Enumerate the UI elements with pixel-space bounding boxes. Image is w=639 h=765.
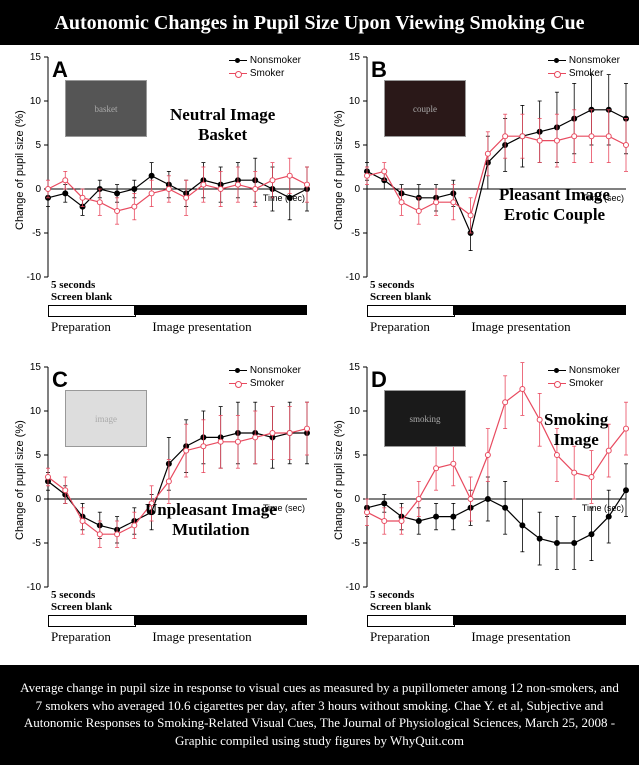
panel-label: Neutral ImageBasket xyxy=(170,105,275,144)
svg-text:5: 5 xyxy=(35,140,41,151)
svg-text:0: 0 xyxy=(35,184,41,195)
panel-b: -10 -5 0 5 10 15 coupleB Pleasant ImageErotic C… xyxy=(319,45,638,355)
legend-nonsmoker: Nonsmoker xyxy=(548,55,620,66)
panel-label: SmokingImage xyxy=(544,410,608,449)
thumbnail-image: image xyxy=(65,390,147,447)
timeline-prep-caption: Preparation xyxy=(370,629,430,645)
thumbnail-image: basket xyxy=(65,80,147,137)
timeline-blank-label: 5 secondsScreen blank xyxy=(51,589,112,613)
timeline-pres-bar xyxy=(134,615,307,625)
panel-letter: A xyxy=(52,57,68,83)
y-axis-label: Change of pupil size (%) xyxy=(14,110,26,230)
svg-text:-5: -5 xyxy=(351,538,360,549)
x-axis-label: Time (sec) xyxy=(582,193,624,203)
svg-text:-5: -5 xyxy=(32,228,41,239)
main-title: Autonomic Changes in Pupil Size Upon Vie… xyxy=(0,0,639,45)
timeline-prep-bar xyxy=(367,305,455,317)
svg-text:10: 10 xyxy=(349,96,361,107)
legend: Nonsmoker Smoker xyxy=(229,365,301,391)
y-axis-label: Change of pupil size (%) xyxy=(14,420,26,540)
svg-text:10: 10 xyxy=(349,406,361,417)
legend: Nonsmoker Smoker xyxy=(229,55,301,81)
legend-smoker: Smoker xyxy=(548,378,620,389)
svg-text:0: 0 xyxy=(354,184,360,195)
panel-label: Unpleasant ImageMutilation xyxy=(145,500,277,539)
svg-text:-10: -10 xyxy=(27,272,42,283)
svg-text:-10: -10 xyxy=(346,272,361,283)
timeline-prep-caption: Preparation xyxy=(51,319,111,335)
svg-text:5: 5 xyxy=(35,450,41,461)
svg-text:15: 15 xyxy=(349,52,361,63)
panel-letter: B xyxy=(371,57,387,83)
y-axis-label: Change of pupil size (%) xyxy=(333,110,345,230)
svg-text:15: 15 xyxy=(349,362,361,373)
svg-text:-5: -5 xyxy=(32,538,41,549)
svg-text:15: 15 xyxy=(30,52,42,63)
timeline-prep-caption: Preparation xyxy=(370,319,430,335)
thumbnail-image: smoking xyxy=(384,390,466,447)
svg-text:0: 0 xyxy=(35,494,41,505)
timeline-prep-caption: Preparation xyxy=(51,629,111,645)
caption-text: Average change in pupil size in response… xyxy=(0,665,639,765)
legend-nonsmoker: Nonsmoker xyxy=(229,365,301,376)
svg-text:10: 10 xyxy=(30,406,42,417)
timeline-pres-bar xyxy=(453,305,626,315)
y-axis-label: Change of pupil size (%) xyxy=(333,420,345,540)
timeline-prep-bar xyxy=(48,615,136,627)
timeline-prep-bar xyxy=(48,305,136,317)
panel-d: -10 -5 0 5 10 15 smokingD SmokingImage Nonsmoker… xyxy=(319,355,638,665)
timeline-prep-bar xyxy=(367,615,455,627)
panel-label: Pleasant ImageErotic Couple xyxy=(499,185,610,224)
timeline-pres-bar xyxy=(453,615,626,625)
svg-text:0: 0 xyxy=(354,494,360,505)
legend-smoker: Smoker xyxy=(229,68,301,79)
timeline-img-caption: Image presentation xyxy=(471,629,570,645)
timeline-img-caption: Image presentation xyxy=(152,629,251,645)
x-axis-label: Time (sec) xyxy=(263,503,305,513)
panel-a: -10 -5 0 5 10 15 basketA Neutral ImageBasket Non… xyxy=(0,45,319,355)
timeline-blank-label: 5 secondsScreen blank xyxy=(370,279,431,303)
panel-letter: C xyxy=(52,367,68,393)
svg-text:-5: -5 xyxy=(351,228,360,239)
svg-text:10: 10 xyxy=(30,96,42,107)
legend: Nonsmoker Smoker xyxy=(548,365,620,391)
legend-nonsmoker: Nonsmoker xyxy=(548,365,620,376)
panel-c: -10 -5 0 5 10 15 imageC Unpleasant ImageMutilat… xyxy=(0,355,319,665)
svg-text:-10: -10 xyxy=(27,582,42,593)
svg-text:5: 5 xyxy=(354,450,360,461)
legend-smoker: Smoker xyxy=(548,68,620,79)
timeline-blank-label: 5 secondsScreen blank xyxy=(51,279,112,303)
legend-smoker: Smoker xyxy=(229,378,301,389)
timeline-img-caption: Image presentation xyxy=(471,319,570,335)
x-axis-label: Time (sec) xyxy=(582,503,624,513)
timeline-img-caption: Image presentation xyxy=(152,319,251,335)
panel-letter: D xyxy=(371,367,387,393)
legend-nonsmoker: Nonsmoker xyxy=(229,55,301,66)
svg-text:5: 5 xyxy=(354,140,360,151)
timeline-pres-bar xyxy=(134,305,307,315)
x-axis-label: Time (sec) xyxy=(263,193,305,203)
chart-grid: -10 -5 0 5 10 15 basketA Neutral ImageBasket Non… xyxy=(0,45,639,665)
svg-text:-10: -10 xyxy=(346,582,361,593)
thumbnail-image: couple xyxy=(384,80,466,137)
svg-text:15: 15 xyxy=(30,362,42,373)
legend: Nonsmoker Smoker xyxy=(548,55,620,81)
timeline-blank-label: 5 secondsScreen blank xyxy=(370,589,431,613)
